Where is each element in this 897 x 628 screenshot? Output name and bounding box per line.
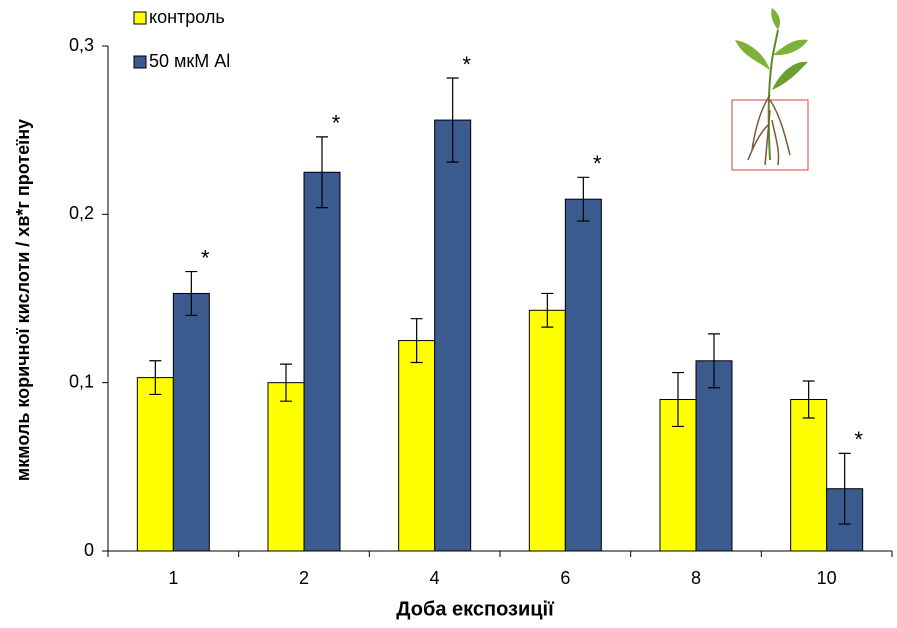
y-axis-label: мкмоль коричної кислоти / хв*г протеїну xyxy=(13,119,33,481)
significance-mark: * xyxy=(462,52,471,77)
x-axis-label: Доба експозиції xyxy=(396,598,554,620)
x-tick-label: 2 xyxy=(299,568,309,588)
bar xyxy=(696,361,732,551)
bar xyxy=(435,120,471,551)
legend-swatch xyxy=(134,12,146,24)
y-tick-label: 0 xyxy=(84,540,94,560)
y-tick-label: 0,3 xyxy=(69,35,94,55)
bar xyxy=(304,172,340,551)
x-tick-label: 6 xyxy=(560,568,570,588)
y-tick-label: 0,1 xyxy=(69,371,94,391)
significance-mark: * xyxy=(201,245,210,270)
bar xyxy=(791,400,827,552)
bar xyxy=(173,293,209,551)
x-tick-label: 10 xyxy=(817,568,837,588)
significance-mark: * xyxy=(593,151,602,176)
bar xyxy=(565,199,601,551)
plant-icon xyxy=(732,8,808,170)
x-tick-label: 1 xyxy=(168,568,178,588)
significance-mark: * xyxy=(332,111,341,136)
significance-mark: * xyxy=(854,427,863,452)
x-tick-label: 8 xyxy=(691,568,701,588)
bar xyxy=(529,310,565,551)
bar xyxy=(399,341,435,551)
legend-swatch xyxy=(134,56,146,68)
chart: Доба експозиції мкмоль коричної кислоти … xyxy=(0,0,897,628)
bar xyxy=(268,383,304,551)
y-tick-label: 0,2 xyxy=(69,203,94,223)
legend-label: контроль xyxy=(149,7,225,27)
bar xyxy=(137,378,173,551)
x-tick-label: 4 xyxy=(430,568,440,588)
legend-label: 50 мкМ Al xyxy=(149,51,230,71)
